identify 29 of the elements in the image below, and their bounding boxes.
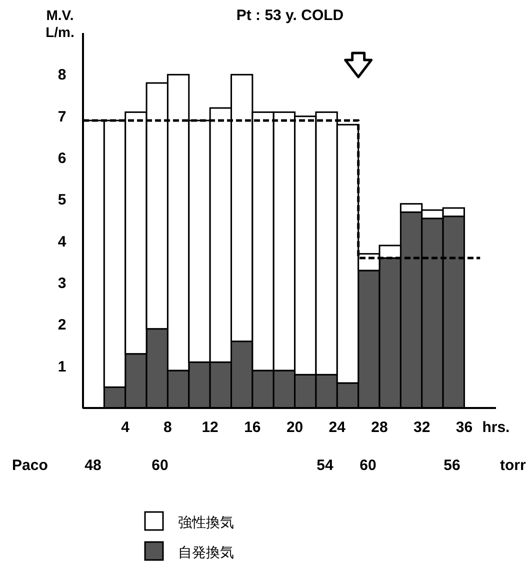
chart-title: Pt : 53 y. COLD bbox=[236, 7, 344, 24]
y-tick-label: 1 bbox=[58, 358, 66, 376]
y-tick-label: 6 bbox=[58, 150, 66, 167]
text: 56 bbox=[444, 457, 460, 474]
x-tick-label: 24 bbox=[328, 419, 346, 436]
y-tick-label: 8 bbox=[58, 66, 66, 84]
y-tick-label: 3 bbox=[58, 275, 66, 292]
y-tick-label: 7 bbox=[58, 108, 66, 126]
text: 60 bbox=[152, 457, 168, 474]
text: 60 bbox=[360, 457, 376, 474]
y-tick-label: 5 bbox=[58, 192, 66, 209]
text: torr bbox=[500, 457, 526, 474]
x-axis-title: hrs. bbox=[482, 419, 510, 436]
legend-label: 自発換気 bbox=[178, 544, 234, 560]
text: 48 bbox=[84, 457, 102, 474]
x-tick-label: 36 bbox=[456, 419, 473, 436]
x-tick-label: 12 bbox=[202, 419, 218, 436]
x-tick-label: 16 bbox=[244, 419, 261, 436]
y-tick-label: 2 bbox=[58, 316, 66, 334]
x-tick-label: 4 bbox=[121, 419, 130, 436]
legend-label: 強性換気 bbox=[178, 514, 234, 530]
x-tick-label: 28 bbox=[371, 419, 388, 436]
y-tick-label: 4 bbox=[58, 233, 67, 250]
y-axis-title: M.V. L/m. bbox=[46, 7, 74, 40]
x-tick-label: 20 bbox=[286, 419, 304, 436]
text: 54 bbox=[316, 457, 334, 474]
text: Paco bbox=[12, 457, 48, 474]
x-tick-label: 32 bbox=[414, 419, 430, 436]
x-tick-label: 8 bbox=[164, 419, 172, 436]
